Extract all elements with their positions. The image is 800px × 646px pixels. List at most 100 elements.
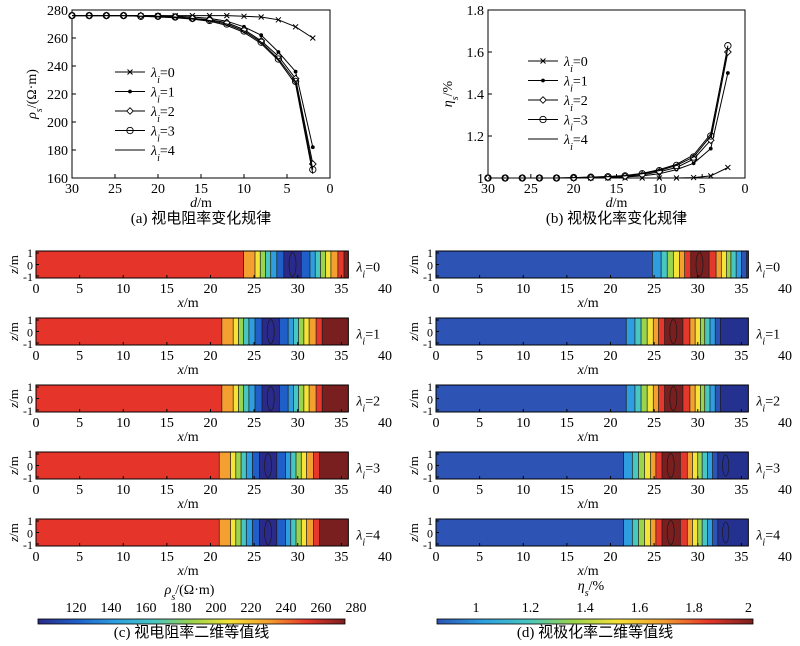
z-tick-label: -1 — [423, 337, 433, 351]
contour-panel-0: 10-1z/m0 5 10 15 20 25 30 35 40x/mλi=0 — [406, 246, 792, 311]
contour-band — [301, 251, 310, 278]
x-tick-label: 25 — [647, 282, 661, 297]
contour-closed-line — [695, 252, 704, 277]
panel-lambda-label: λi=1 — [355, 328, 380, 348]
x-tick-label: 25 — [108, 182, 122, 197]
colorbar-tick-label: 1.4 — [576, 601, 594, 616]
series-line-4 — [72, 15, 314, 174]
z-axis-label: z/m — [6, 523, 21, 543]
x-tick-label: 25 — [247, 550, 261, 565]
x-tick-label: 30 — [691, 282, 705, 297]
colorbar-label: ρs/(Ω·m) — [164, 583, 215, 603]
contour-band — [293, 385, 299, 412]
x-tick-label: 5 — [76, 550, 83, 565]
x-tick-label: 25 — [647, 416, 661, 431]
contour-band — [641, 385, 648, 412]
y-tick-label: 1.2 — [467, 130, 485, 145]
contour-band — [697, 519, 703, 546]
contour-band — [661, 519, 681, 546]
z-tick-label: 0 — [427, 259, 433, 273]
x-tick-label: 15 — [160, 349, 174, 364]
y-axis-label: ηs/% — [441, 80, 461, 107]
contour-band — [276, 519, 286, 546]
contour-band — [736, 251, 742, 278]
x-tick-label: 35 — [334, 282, 348, 297]
contour-band — [313, 452, 320, 479]
contour-closed-line — [669, 386, 678, 411]
x-tick-label: 40 — [778, 550, 792, 565]
contour-band — [241, 519, 247, 546]
contour-band — [717, 519, 749, 546]
x-tick-label: 10 — [516, 349, 530, 364]
x-tick-label: 5 — [476, 416, 483, 431]
contour-band — [309, 251, 316, 278]
contour-band — [248, 385, 255, 412]
x-tick-label: 0 — [33, 416, 40, 431]
y-tick-label: 280 — [47, 4, 68, 19]
y-tick-label: 240 — [47, 60, 68, 75]
legend-label: λi=1 — [563, 75, 588, 95]
contour-band — [252, 452, 260, 479]
x-tick-label: 10 — [516, 550, 530, 565]
colorbar-strip — [37, 618, 346, 625]
data-point — [241, 13, 247, 20]
contour-band — [230, 519, 236, 546]
contour-band — [320, 251, 326, 278]
x-tick-label: 10 — [516, 483, 530, 498]
x-tick-label: 40 — [778, 349, 792, 364]
contour-band — [298, 318, 304, 345]
x-tick-label: 20 — [204, 550, 218, 565]
contour-closed-line — [666, 453, 675, 478]
z-tick-label: -1 — [23, 337, 33, 351]
x-tick-label: 35 — [734, 349, 748, 364]
z-axis-label: z/m — [406, 389, 421, 409]
contour-band — [279, 318, 289, 345]
contour-band — [330, 251, 338, 278]
legend-marker — [539, 96, 547, 104]
x-axis-label: x/m — [577, 430, 599, 445]
contour-panel-1: 10-1z/m0 5 10 15 20 25 30 35 40x/mλi=1 — [406, 313, 792, 378]
x-tick-label: 35 — [334, 349, 348, 364]
x-axis-label: x/m — [177, 564, 199, 579]
legend-marker — [540, 58, 546, 64]
colorbar-tick-label: 280 — [346, 601, 367, 616]
x-tick-label: 30 — [691, 416, 705, 431]
contour-band — [233, 318, 239, 345]
x-axis-label: x/m — [577, 564, 599, 579]
contour-band — [306, 519, 314, 546]
contour-band — [288, 385, 294, 412]
contour-band — [709, 318, 716, 345]
x-tick-label: 30 — [691, 349, 705, 364]
legend-label: λi=1 — [150, 86, 175, 106]
x-tick-label: 20 — [567, 182, 581, 197]
panel-lambda-label: λi=0 — [755, 261, 780, 281]
x-tick-label: 20 — [604, 349, 618, 364]
x-tick-label: 25 — [247, 416, 261, 431]
data-point — [274, 55, 283, 63]
x-tick-label: 35 — [734, 282, 748, 297]
z-tick-label: 1 — [427, 447, 433, 461]
z-axis-label: z/m — [6, 456, 21, 476]
x-tick-label: 5 — [76, 416, 83, 431]
contour-band — [655, 519, 662, 546]
contour-band — [700, 385, 705, 412]
contour-band — [252, 519, 260, 546]
contour-band — [689, 385, 696, 412]
colorbar-tick-label: 240 — [276, 601, 297, 616]
x-tick-label: 30 — [291, 349, 305, 364]
contour-band — [235, 452, 242, 479]
x-tick-label: 10 — [116, 483, 130, 498]
data-point — [708, 146, 713, 151]
contour-panel-1: 10-1z/m0 5 10 15 20 25 30 35 40x/mλi=1 — [6, 313, 392, 378]
data-point — [276, 50, 281, 54]
series-line-1 — [72, 15, 314, 148]
data-point — [293, 69, 298, 74]
x-tick-label: 0 — [433, 550, 440, 565]
data-point — [691, 161, 696, 166]
x-tick-label: 10 — [516, 416, 530, 431]
x-tick-label: 40 — [378, 349, 392, 364]
contour-band — [634, 318, 642, 345]
contour-band — [303, 385, 310, 412]
series-line-1 — [488, 72, 729, 179]
